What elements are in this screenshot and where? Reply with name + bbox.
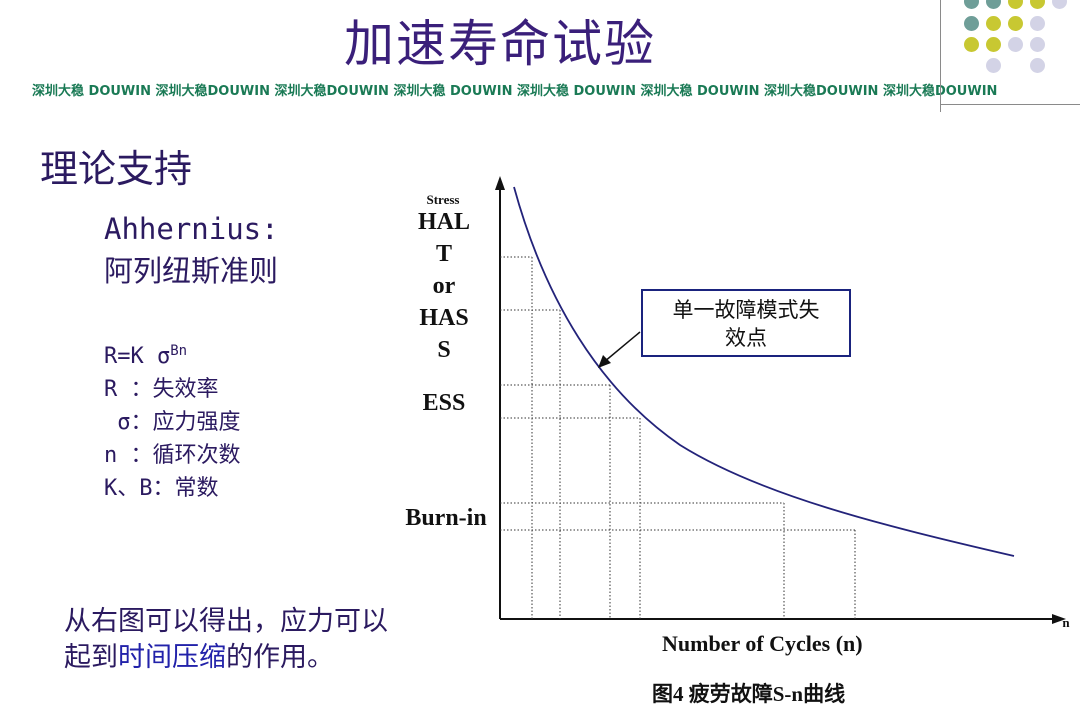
callout-line-1: 单一故障模式失 [672,298,820,322]
label-t: T [435,241,452,267]
stress-level-halt-has: HAL T or HAS S [408,206,480,366]
dot [1052,0,1067,9]
definition-kb: K、B：常数 [104,476,219,501]
dot [964,16,979,31]
conclusion-highlight: 时间压缩 [118,642,226,673]
dot [1008,0,1023,9]
conclusion-line-2: 起到时间压缩的作用。 [64,640,388,676]
watermark-text: 深圳大稳 DOUWIN 深圳大稳DOUWIN 深圳大稳DOUWIN 深圳大稳 D… [32,84,998,99]
formula: R=K σBn [104,335,241,373]
sn-curve [513,186,1015,557]
dot [986,16,1001,31]
failure-point-callout: 单一故障模式失 效点 [641,289,851,357]
dot [986,58,1001,73]
dot [964,37,979,52]
formula-block: R=K σBn R ：失效率 σ：应力强度 n ：循环次数 K、B：常数 [104,335,241,505]
label-has: HAS [419,305,469,331]
label-hal: HAL [417,209,470,235]
law-name-chinese: 阿列纽斯准则 [104,254,279,288]
conclusion-text: 从右图可以得出，应力可以 起到时间压缩的作用。 [64,604,388,676]
callout-arrow-line [603,331,641,363]
law-name-english: Ahhernius: [104,212,279,246]
formula-base: R=K σ [104,344,171,369]
callout-line-2: 效点 [725,326,767,350]
dot [964,0,979,9]
definition-sigma: σ：应力强度 [104,410,241,435]
label-or: or [432,273,456,299]
figure-caption: 图4 疲劳故障S-n曲线 [652,682,846,706]
section-title: 理论支持 [40,147,193,191]
dot [1030,16,1045,31]
decorative-dot-grid [960,0,1070,80]
definition-r: R ：失效率 [104,377,219,402]
conclusion-part-2: 的作用。 [226,642,334,673]
slide-title: 加速寿命试验 [344,15,656,73]
dot [986,37,1001,52]
y-axis-caption: Stress [427,192,460,207]
label-s: S [437,337,451,363]
conclusion-line-1: 从右图可以得出，应力可以 [64,606,388,637]
stress-level-burn-in: Burn-in [405,505,487,531]
x-axis-label: Number of Cycles (n) [662,631,863,656]
dot [1008,16,1023,31]
corner-divider-vertical [940,0,941,112]
dot [986,0,1001,9]
guide-lines [500,256,856,619]
stress-level-ess: ESS [422,390,466,416]
formula-exponent: Bn [170,343,188,359]
definition-n: n ：循环次数 [104,443,241,468]
conclusion-part-1: 起到 [64,642,118,673]
y-axis-arrow [495,176,505,190]
x-axis-arrow [1052,614,1066,624]
dot [1030,58,1045,73]
callout-arrow-head [598,355,611,368]
law-name: Ahhernius: 阿列纽斯准则 [104,208,279,292]
dot [1030,0,1045,9]
dot [1030,37,1045,52]
corner-divider-horizontal [940,104,1080,105]
dot [1008,37,1023,52]
x-axis-symbol: n [1062,615,1070,630]
